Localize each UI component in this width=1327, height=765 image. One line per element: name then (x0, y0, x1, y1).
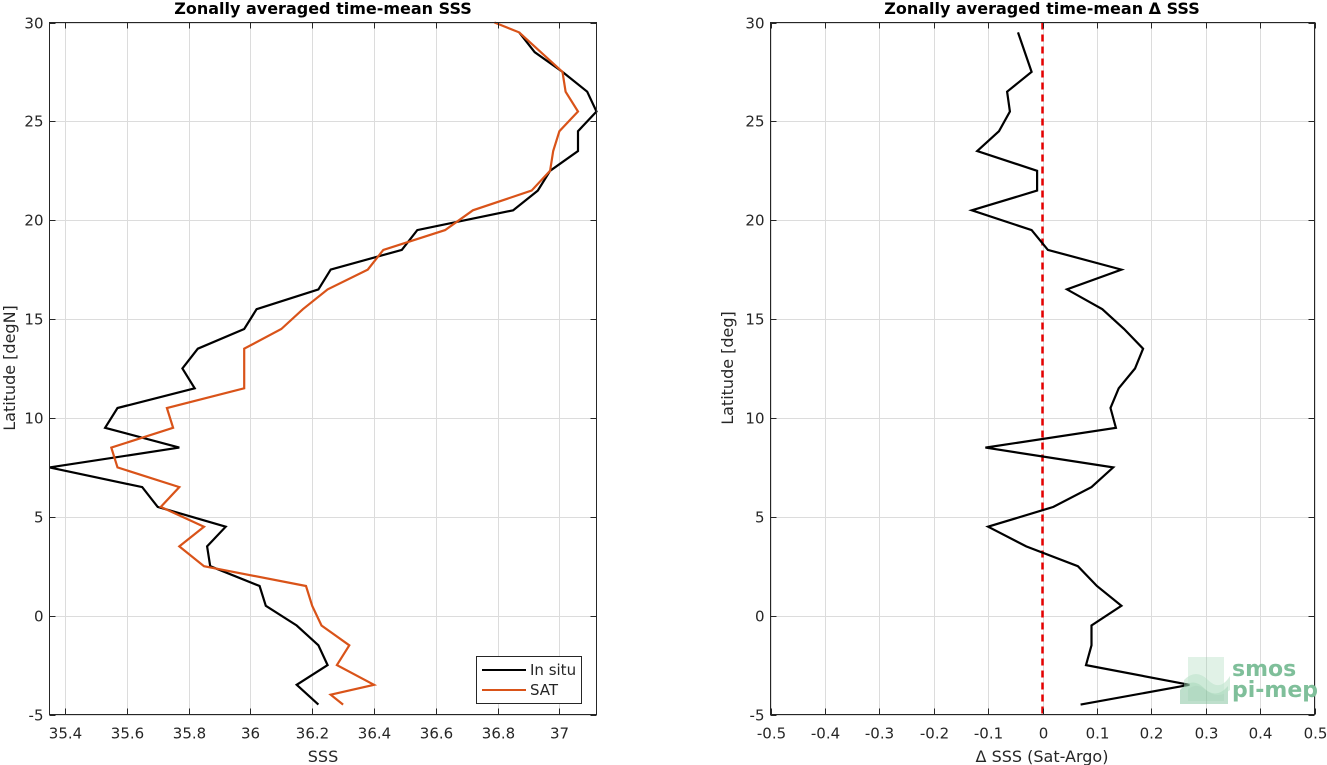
legend-box (476, 656, 582, 704)
logo-line1: smos (1232, 657, 1296, 682)
x-tick-label: -0.1 (974, 725, 1003, 743)
x-tick-label: 37 (550, 725, 569, 743)
y-axis-label: Latitude [deg] (718, 311, 737, 425)
x-tick-label: -0.4 (811, 725, 840, 743)
x-tick-label: 0.1 (1086, 725, 1110, 743)
y-tick-label: 15 (745, 311, 764, 329)
x-tick-label: 36 (241, 725, 260, 743)
y-tick-label: 30 (745, 15, 764, 33)
x-tick-label: 0.3 (1195, 725, 1219, 743)
y-tick-label: 5 (34, 509, 44, 527)
series-line-delta (968, 32, 1190, 706)
y-axis-label: Latitude [degN] (0, 305, 19, 431)
y-tick-label: 0 (755, 608, 765, 626)
y-tick-label: 20 (24, 212, 43, 230)
x-tick-label: 0.4 (1249, 725, 1273, 743)
y-tick-label: 30 (24, 15, 43, 33)
plot-frame (770, 22, 1315, 715)
series-line-sat (109, 21, 580, 706)
y-tick-label: -5 (29, 707, 44, 725)
x-tick-label: 36.2 (296, 725, 329, 743)
legend-label-insitu: In situ (530, 661, 576, 679)
chart-delta-sss: -0.5 -0.4 -0.3 -0.2 -0.1 0 0.1 0.2 0.3 0.4 0.5 -5 0 5… (718, 0, 1327, 765)
y-tick-label: 20 (745, 212, 764, 230)
legend-label-sat: SAT (530, 681, 559, 699)
x-axis-label: Δ SSS (Sat-Argo) (976, 747, 1109, 765)
y-tick-label: 10 (745, 410, 764, 428)
x-tick-label: 0.2 (1140, 725, 1164, 743)
x-tick-label: 0 (1039, 725, 1049, 743)
y-tick-label: 15 (24, 311, 43, 329)
y-tick-label: 10 (24, 410, 43, 428)
x-tick-label: 36.8 (482, 725, 515, 743)
y-tick-label: 5 (755, 509, 765, 527)
y-tick-label: 25 (24, 113, 43, 131)
logo-line2: pi-mep (1232, 678, 1318, 703)
x-axis-label: SSS (308, 747, 338, 765)
logo-wave-icon (1180, 657, 1230, 704)
y-tick-label: 0 (34, 608, 44, 626)
x-tick-label: 35.6 (111, 725, 144, 743)
x-tick-label: -0.5 (757, 725, 786, 743)
x-tick-label: 36.6 (420, 725, 453, 743)
smos-pi-mep-logo: smos pi-mep (1180, 657, 1318, 704)
legend: In situ SAT (476, 656, 582, 704)
chart-title: Zonally averaged time-mean Δ SSS (884, 0, 1200, 18)
chart-title: Zonally averaged time-mean SSS (174, 0, 472, 18)
series-line-in-situ (49, 31, 598, 706)
y-tick-label: 25 (745, 113, 764, 131)
y-tick-label: -5 (750, 707, 765, 725)
x-tick-label: 35.8 (173, 725, 206, 743)
x-tick-label: 0.5 (1304, 725, 1327, 743)
x-tick-label: 36.4 (358, 725, 391, 743)
chart-sss: 35.4 35.6 35.8 36 36.2 36.4 36.6 36.8 37 -5 0 5 10 15… (0, 0, 598, 765)
x-tick-label: -0.2 (920, 725, 949, 743)
plot-frame (49, 22, 597, 715)
x-tick-label: 35.4 (49, 725, 82, 743)
x-tick-label: -0.3 (865, 725, 894, 743)
